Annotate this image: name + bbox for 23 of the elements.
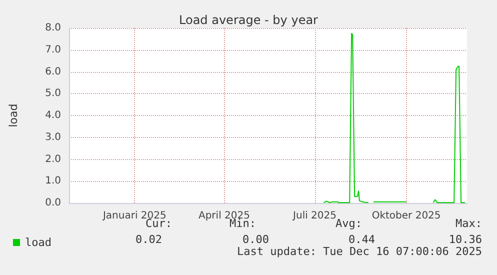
text: 0.00: [242, 233, 270, 246]
y-tick-label: 0.0: [45, 198, 61, 208]
text: 10.36: [448, 233, 482, 246]
legend-label: load: [25, 236, 52, 249]
text: Cur:: [146, 217, 172, 230]
y-tick-label: 5.0: [45, 88, 61, 100]
text: Max:: [456, 217, 482, 230]
y-tick-label: 1.0: [45, 176, 61, 187]
y-tick-label: 2.0: [45, 154, 61, 165]
y-tick-label: 8.0: [45, 22, 61, 34]
y-tick-label: 7.0: [45, 44, 61, 56]
text: 0.02: [136, 233, 162, 246]
text: Avg:: [336, 217, 362, 230]
y-tick-label: 6.0: [45, 66, 61, 78]
x-tick-label: Oktober 2025: [372, 210, 441, 222]
text: 0.44: [348, 233, 376, 246]
text: Min:: [230, 217, 256, 230]
y-tick-label: 3.0: [45, 132, 61, 143]
text: Last update: Tue Dec 16 07:00:06 2025: [236, 245, 482, 258]
x-tick-label: Juli 2025: [292, 210, 337, 222]
y-axis-title: load: [7, 104, 20, 128]
y-tick-label: 4.0: [45, 110, 61, 121]
chart-title: Load average - by year: [179, 13, 318, 27]
